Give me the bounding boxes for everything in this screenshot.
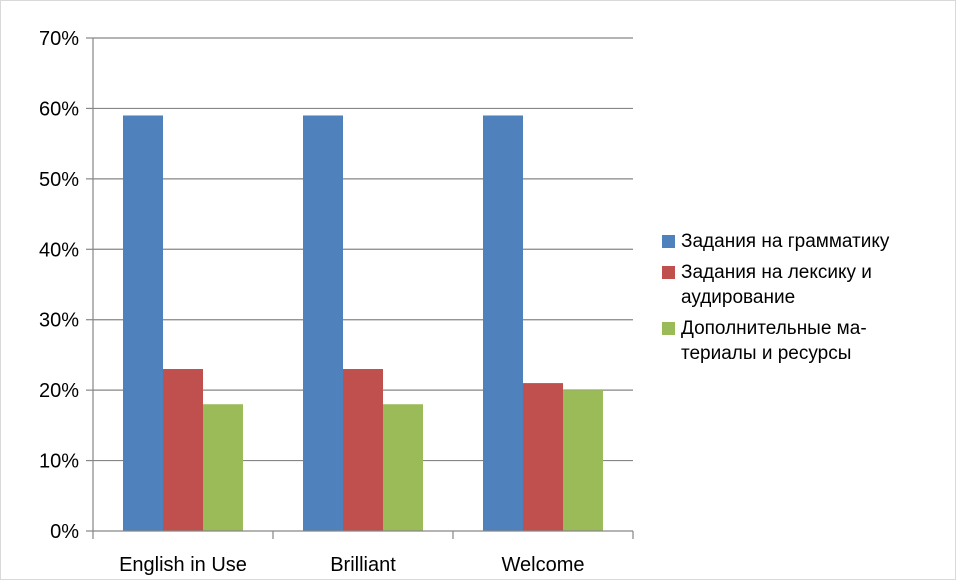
bar [483, 115, 523, 531]
bar [563, 390, 603, 531]
bar [383, 404, 423, 531]
x-tick-label: English in Use [119, 554, 247, 576]
legend-swatch-grammar [662, 235, 675, 248]
bar [163, 369, 203, 531]
axes [86, 37, 634, 539]
x-tick-label: Welcome [502, 554, 585, 576]
bar [303, 115, 343, 531]
legend-item-extra-materials: Дополнительные ма- териалы и ресурсы [662, 316, 952, 366]
bars [123, 115, 603, 531]
y-tick-label: 70% [39, 28, 79, 50]
legend-label-grammar: Задания на грамматику [681, 231, 890, 252]
y-tick-label: 50% [39, 169, 79, 191]
y-tick-label: 10% [39, 451, 79, 473]
y-tick-label: 40% [39, 239, 79, 261]
legend-item-grammar: Задания на грамматику [662, 229, 952, 254]
y-tick-label: 60% [39, 98, 79, 120]
legend: Задания на грамматику Задания на лексику… [662, 229, 952, 372]
bar [343, 369, 383, 531]
legend-label-vocabulary: Задания на лексику и аудирование [681, 262, 872, 308]
bar [203, 404, 243, 531]
x-tick-label: Brilliant [330, 554, 396, 576]
tick-labels: 0% 10% 20% 30% 40% 50% 60% 70% English in Use Bri… [39, 28, 585, 576]
legend-swatch-extra-materials [662, 322, 675, 335]
bar [123, 115, 163, 531]
legend-item-vocabulary: Задания на лексику и аудирование [662, 260, 952, 310]
legend-label-extra-materials: Дополнительные ма- териалы и ресурсы [681, 318, 867, 364]
y-tick-label: 30% [39, 310, 79, 332]
y-tick-label: 20% [39, 380, 79, 402]
legend-swatch-vocabulary [662, 266, 675, 279]
y-tick-label: 0% [50, 521, 79, 543]
bar [523, 383, 563, 531]
